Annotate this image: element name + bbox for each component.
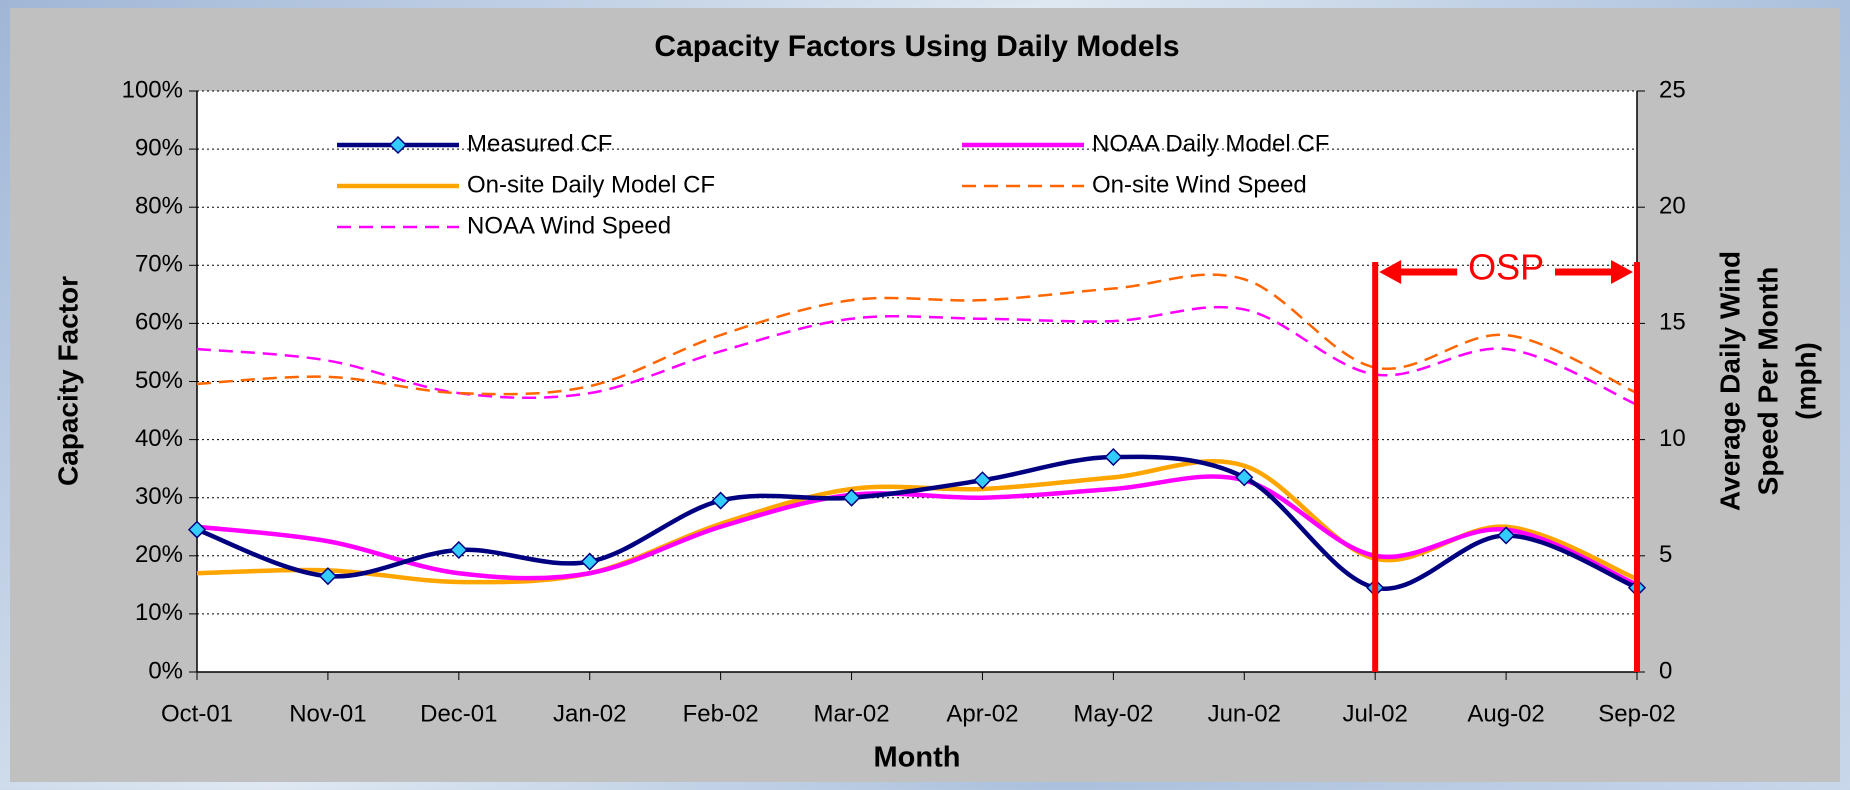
x-tick-label: Sep-02 xyxy=(1598,700,1675,727)
y-tick-label: 40% xyxy=(135,425,183,452)
y-tick-label: 50% xyxy=(135,367,183,394)
y-tick-label: 30% xyxy=(135,483,183,510)
legend-label: On-site Wind Speed xyxy=(1092,171,1307,198)
x-tick-label: May-02 xyxy=(1073,700,1153,727)
data-marker xyxy=(580,552,599,571)
y2-axis-title-line: Average Daily Wind xyxy=(1714,251,1745,511)
data-marker xyxy=(449,540,468,560)
y2-tick-label: 25 xyxy=(1659,76,1686,103)
x-tick-label: Apr-02 xyxy=(946,700,1018,727)
data-marker xyxy=(318,567,337,586)
y2-tick-label: 0 xyxy=(1659,657,1672,684)
x-tick-label: Jul-02 xyxy=(1342,700,1407,727)
y2-tick-label: 10 xyxy=(1659,425,1686,452)
y2-axis-title-line: (mph) xyxy=(1790,342,1821,420)
data-marker xyxy=(1235,468,1254,487)
data-marker xyxy=(1104,447,1123,467)
x-axis-title: Month xyxy=(874,742,961,774)
x-tick-label: Mar-02 xyxy=(814,700,890,727)
y-tick-label: 80% xyxy=(135,193,183,220)
data-marker xyxy=(711,491,730,510)
y2-axis-title-line: Speed Per Month xyxy=(1752,267,1783,496)
x-tick-label: Jan-02 xyxy=(553,700,626,727)
legend-label: NOAA Wind Speed xyxy=(467,212,671,239)
y-tick-label: 70% xyxy=(135,251,183,278)
data-marker xyxy=(1497,526,1516,545)
y2-tick-label: 15 xyxy=(1659,309,1686,336)
y2-tick-label: 20 xyxy=(1659,193,1686,220)
x-tick-label: Jun-02 xyxy=(1208,700,1281,727)
y-tick-label: 100% xyxy=(122,76,183,103)
y2-axis-title: Average Daily Wind Speed Per Month (mph) xyxy=(1714,251,1821,511)
series-line xyxy=(196,273,1638,396)
legend-label: NOAA Daily Model CF xyxy=(1092,130,1329,157)
data-marker xyxy=(842,488,861,507)
y-axis-title: Capacity Factor xyxy=(52,276,83,486)
legend-marker xyxy=(388,135,408,155)
x-tick-label: Dec-01 xyxy=(420,700,497,727)
legend-label: Measured CF xyxy=(467,130,612,157)
series-line xyxy=(196,474,1638,587)
annotation-text: OSP xyxy=(1468,247,1544,288)
y-tick-label: 90% xyxy=(135,134,183,161)
y2-tick-label: 5 xyxy=(1659,541,1672,568)
x-tick-label: Aug-02 xyxy=(1467,700,1544,727)
y-tick-label: 20% xyxy=(135,541,183,568)
chart-title: Capacity Factors Using Daily Models xyxy=(654,30,1179,63)
x-tick-label: Nov-01 xyxy=(289,700,366,727)
legend-label: On-site Daily Model CF xyxy=(467,171,715,198)
x-tick-label: Oct-01 xyxy=(161,700,233,727)
data-marker xyxy=(973,471,992,490)
x-tick-label: Feb-02 xyxy=(683,700,759,727)
y-tick-label: 10% xyxy=(135,599,183,626)
data-marker xyxy=(187,520,207,539)
series-line xyxy=(196,305,1638,406)
y-tick-label: 0% xyxy=(148,657,183,684)
annotation-arrowhead xyxy=(1611,260,1633,284)
y-tick-label: 60% xyxy=(135,309,183,336)
annotation-arrowhead xyxy=(1379,260,1402,284)
